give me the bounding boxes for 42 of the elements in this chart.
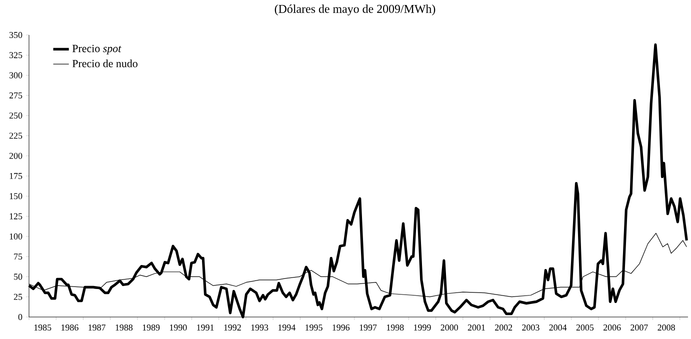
x-tick-label: 2007 (630, 324, 648, 331)
x-tick-label: 2006 (603, 324, 621, 331)
y-tick-label: 300 (9, 72, 22, 78)
x-tick-label: 2001 (468, 324, 485, 331)
x-tick-label: 1985 (34, 324, 52, 331)
y-tick-label: 200 (9, 152, 22, 159)
x-tick-label: 1993 (251, 324, 268, 331)
x-tick-label: 1989 (142, 324, 160, 331)
y-tick-label: 250 (9, 112, 22, 119)
x-tick-label: 1992 (224, 324, 241, 331)
x-tick-label: 1994 (278, 324, 296, 331)
x-tick-label: 1990 (170, 324, 187, 331)
x-tick-label: 1999 (414, 324, 431, 331)
x-tick-label: 1991 (197, 324, 214, 331)
x-tick-label: 2002 (495, 324, 512, 331)
y-tick-label: 325 (9, 52, 22, 58)
x-tick-label: 1998 (386, 324, 404, 331)
legend-label: Precio de nudo (72, 60, 138, 68)
x-tick-label: 1987 (88, 324, 106, 331)
x-tick-label: 1988 (116, 324, 133, 331)
x-tick-label: 2000 (440, 324, 458, 331)
y-tick-label: 75 (14, 254, 22, 260)
y-tick-label: 225 (9, 132, 22, 139)
x-tick-label: 2004 (549, 324, 567, 331)
x-tick-label: 2003 (522, 324, 540, 331)
chart-title: (Dólares de mayo de 2009/MWh) (274, 4, 436, 16)
y-tick-label: 350 (9, 32, 22, 38)
x-tick-label: 1996 (332, 324, 350, 331)
x-tick-label: 1986 (61, 324, 78, 331)
x-tick-label: 1997 (360, 324, 377, 331)
y-tick-label: 50 (14, 274, 22, 280)
x-tick-label: 2008 (658, 324, 675, 331)
y-tick-label: 275 (9, 92, 22, 98)
x-tick-label: 1995 (306, 324, 322, 331)
y-tick-label: 25 (14, 294, 22, 300)
y-tick-label: 175 (10, 172, 22, 180)
y-tick-label: 125 (10, 213, 22, 220)
legend-label: Precio spot (72, 44, 122, 54)
y-tick-label: 100 (10, 233, 22, 240)
x-tick-label: 2005 (576, 324, 594, 331)
y-tick-label: 0 (18, 314, 22, 320)
y-tick-label: 150 (10, 193, 22, 200)
